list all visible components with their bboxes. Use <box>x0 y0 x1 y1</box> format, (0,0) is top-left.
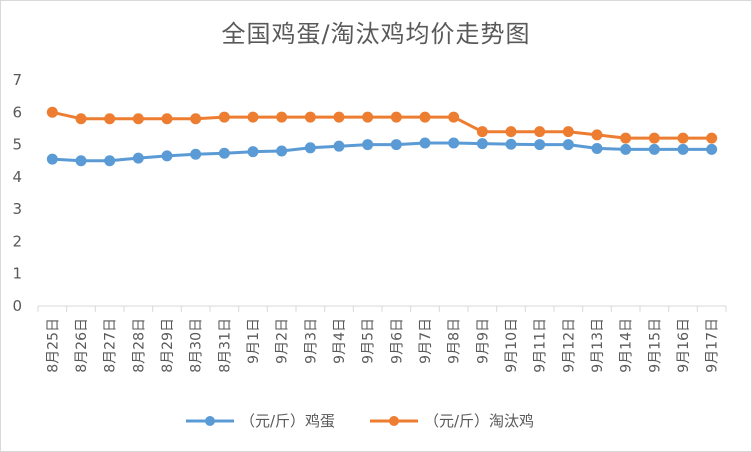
y-tick-label: 0 <box>12 297 22 315</box>
data-point <box>75 155 87 167</box>
data-point <box>476 138 488 150</box>
data-point <box>161 113 173 125</box>
data-point <box>620 132 632 144</box>
x-tick-label: 8月25日 <box>45 318 61 373</box>
x-tick-label: 9月15日 <box>647 318 663 373</box>
y-tick-label: 1 <box>12 265 22 283</box>
x-tick-label: 8月27日 <box>103 318 119 373</box>
data-point <box>390 111 402 123</box>
data-point <box>304 142 316 154</box>
data-point <box>333 140 345 152</box>
series-line-1 <box>52 141 712 163</box>
x-tick-label: 9月11日 <box>533 318 549 373</box>
data-point <box>104 113 116 125</box>
data-point <box>591 129 603 141</box>
legend-marker <box>389 416 399 426</box>
x-tick-label: 8月28日 <box>131 318 147 373</box>
data-point <box>190 148 202 160</box>
data-point <box>591 142 603 154</box>
x-tick-label: 8月29日 <box>160 318 176 373</box>
data-point <box>448 137 460 149</box>
data-point <box>276 111 288 123</box>
data-point <box>505 126 517 138</box>
x-tick-label: 9月5日 <box>361 318 377 364</box>
data-point <box>534 139 546 151</box>
data-point <box>132 113 144 125</box>
data-point <box>677 143 689 155</box>
data-point <box>104 155 116 167</box>
x-tick-label: 9月4日 <box>332 318 348 364</box>
x-tick-label: 8月30日 <box>189 318 205 373</box>
series-line-2 <box>51 110 712 140</box>
x-tick-label: 9月16日 <box>676 318 692 373</box>
data-point <box>46 106 58 118</box>
y-tick-label: 6 <box>12 103 22 121</box>
y-tick-label: 3 <box>12 200 22 218</box>
legend-marker <box>205 416 215 426</box>
legend-label: （元/斤）淘汰鸡 <box>424 412 534 430</box>
data-point <box>562 139 574 151</box>
x-tick-label: 9月7日 <box>418 318 434 364</box>
x-tick-label: 9月12日 <box>561 318 577 373</box>
data-point <box>161 150 173 162</box>
data-point <box>505 138 517 150</box>
data-point <box>419 111 431 123</box>
data-point <box>362 139 374 151</box>
data-point <box>677 132 689 144</box>
chart-title: 全国鸡蛋/淘汰鸡均价走势图 <box>221 20 531 48</box>
data-point <box>648 143 660 155</box>
data-point <box>46 153 58 165</box>
data-point <box>448 111 460 123</box>
x-tick-label: 9月13日 <box>590 318 606 373</box>
data-point <box>190 113 202 125</box>
data-point <box>534 126 546 138</box>
data-point <box>620 143 632 155</box>
x-tick-label: 9月8日 <box>447 318 463 364</box>
data-point <box>218 147 230 159</box>
y-tick-label: 4 <box>12 168 22 186</box>
x-tick-label: 9月14日 <box>619 318 635 373</box>
x-tick-label: 9月2日 <box>275 318 291 364</box>
data-point <box>476 126 488 138</box>
data-point <box>419 137 431 149</box>
data-point <box>276 145 288 157</box>
data-point <box>132 152 144 164</box>
data-point <box>218 111 230 123</box>
data-point <box>706 143 718 155</box>
data-point <box>304 111 316 123</box>
x-tick-label: 8月31日 <box>217 318 233 373</box>
legend-label: （元/斤）鸡蛋 <box>240 412 335 430</box>
data-point <box>362 111 374 123</box>
data-point <box>390 139 402 151</box>
x-tick-label: 9月6日 <box>389 318 405 364</box>
data-point <box>247 111 259 123</box>
x-tick-label: 9月1日 <box>246 318 262 364</box>
y-tick-label: 7 <box>12 71 22 89</box>
data-point <box>706 132 718 144</box>
data-point <box>562 126 574 138</box>
x-tick-label: 8月26日 <box>74 318 90 373</box>
y-tick-label: 2 <box>12 232 22 250</box>
data-point <box>648 132 660 144</box>
data-point <box>333 111 345 123</box>
data-point <box>247 146 259 158</box>
y-tick-label: 5 <box>12 136 22 154</box>
data-point <box>75 113 87 125</box>
x-tick-label: 9月9日 <box>475 318 491 364</box>
x-tick-label: 9月3日 <box>303 318 319 364</box>
x-tick-label: 9月17日 <box>705 318 721 373</box>
x-tick-label: 9月10日 <box>504 318 520 373</box>
